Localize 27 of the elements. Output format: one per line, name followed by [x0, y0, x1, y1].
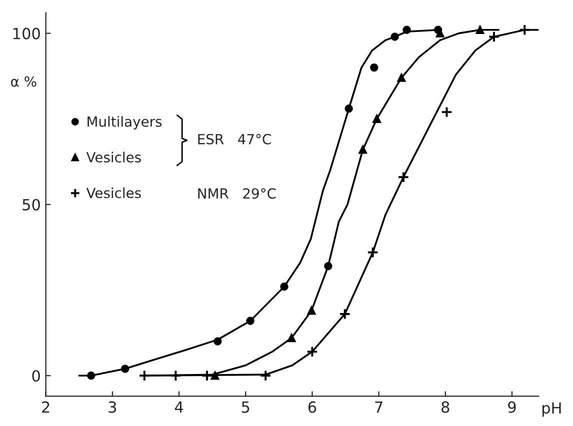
x-tick-label: 4: [174, 402, 184, 413]
annotation: ESR 47°C: [198, 134, 271, 144]
legend-label: Vesicles: [86, 152, 141, 162]
annotation: NMR 29°C: [198, 188, 276, 199]
point: [488, 30, 500, 43]
y-tick-label: 100: [13, 28, 40, 40]
point: [201, 370, 213, 382]
legend-label: Multilayers: [88, 116, 162, 130]
point: [339, 308, 351, 320]
point: [398, 171, 410, 183]
point: [366, 246, 379, 258]
point: [370, 63, 378, 72]
x-tick-label: 2: [42, 401, 50, 413]
legend-label: Vesicles: [86, 187, 141, 198]
y-tick-label: 0: [32, 370, 40, 382]
point: [440, 106, 453, 118]
x-tick-label: 3: [108, 401, 116, 413]
point: [306, 346, 318, 358]
point: [260, 370, 272, 382]
x-tick-label: 5: [242, 402, 250, 413]
y-axis-title: α %: [11, 76, 36, 87]
x-tick-label: 7: [375, 402, 382, 413]
y-tick-label: 50: [22, 198, 40, 210]
x-tick-label: 9: [508, 401, 516, 413]
x-tick-label: 6: [308, 401, 316, 413]
x-tick-label: 8: [442, 401, 450, 413]
x-axis-title: pH: [542, 402, 561, 417]
